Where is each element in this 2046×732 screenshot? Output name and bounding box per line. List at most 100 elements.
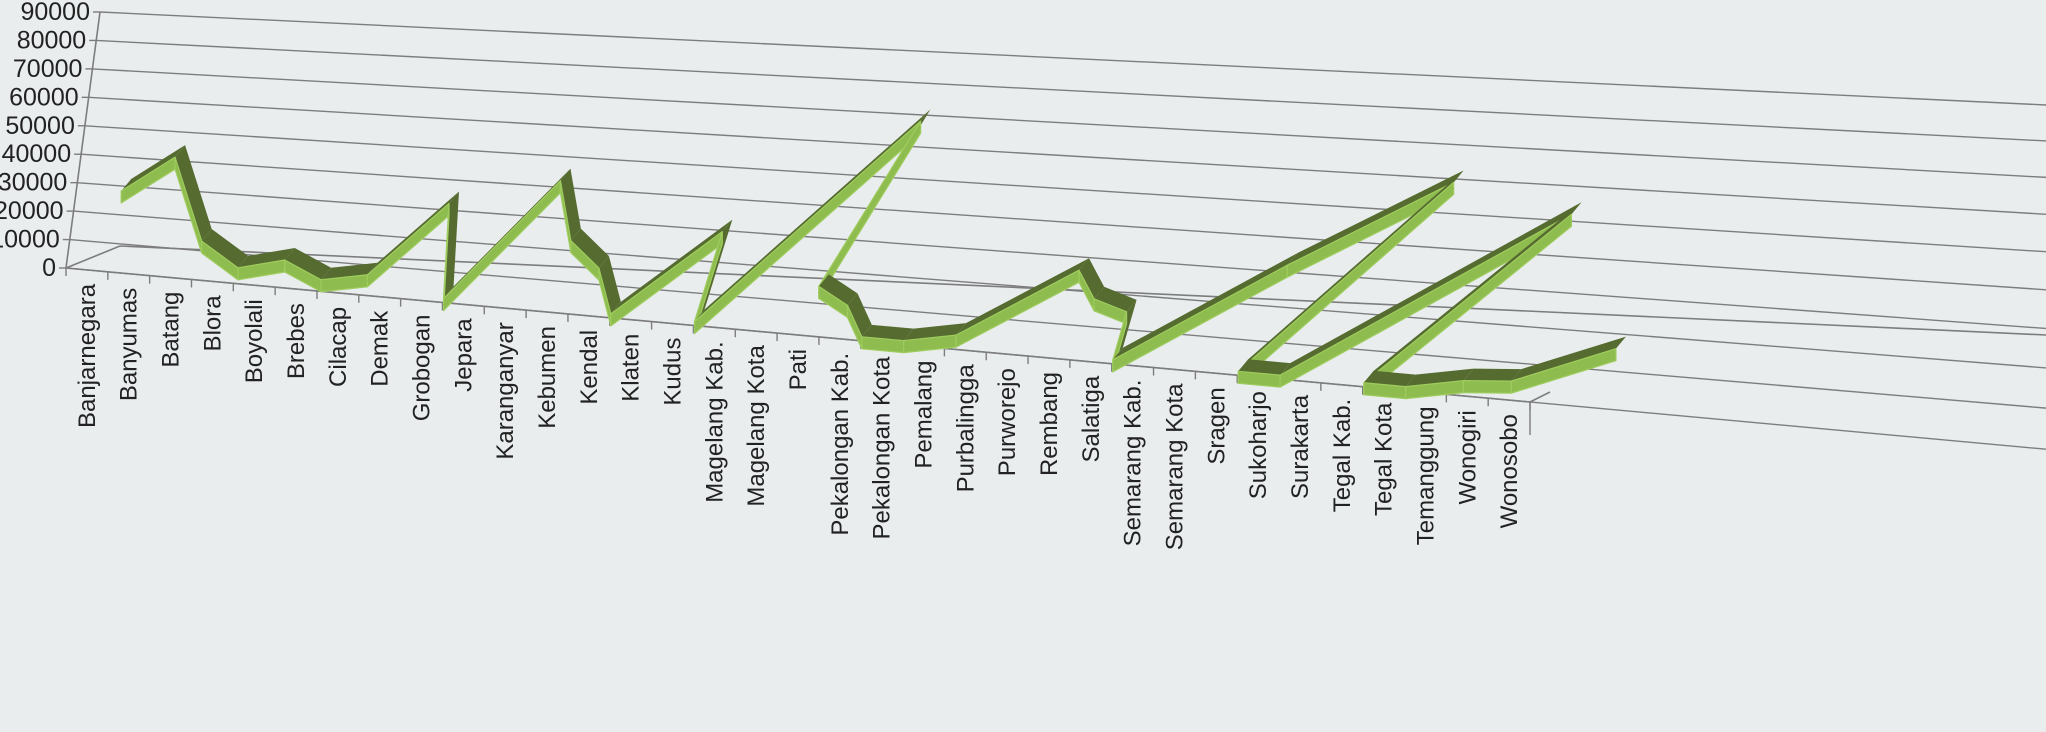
x-tick-label: Surakarta (1287, 394, 1314, 499)
data-point-jepara (559, 186, 561, 188)
y-tick-label: 50000 (5, 112, 75, 140)
data-point-tegal-kota (1405, 392, 1407, 394)
y-axis-line (65, 11, 101, 269)
data-point-boyolali (284, 265, 286, 267)
ribbon-side-segment (818, 274, 858, 306)
ribbon-side-segment (443, 191, 460, 299)
data-point-magelang-kab- (920, 126, 922, 128)
ribbon-side-segment (598, 256, 621, 314)
ribbon-side-segment (1463, 368, 1522, 382)
ribbon-top-segment (1462, 380, 1512, 394)
y-tick-label: 90000 (20, 0, 90, 26)
data-point-blora (237, 273, 239, 275)
x-tick-label: Pekalongan Kab. (827, 353, 854, 536)
data-point-purbalingga (1078, 275, 1080, 277)
ribbon-side-segment (1287, 170, 1464, 266)
ribbon-side-segment (610, 219, 733, 314)
x-tick-label: Klaten (618, 334, 645, 402)
data-point-surakarta (1570, 219, 1572, 221)
ribbon-side-segment (1363, 370, 1416, 387)
data-point-semarang-kota (1453, 187, 1455, 189)
data-point-kudus (694, 327, 696, 329)
x-tick-label: Jepara (450, 318, 477, 392)
data-point-demak (448, 209, 450, 211)
ribbon-side-segment (201, 229, 249, 268)
data-point-sragen (1237, 376, 1239, 378)
y-tick-label: 0 (42, 254, 56, 282)
ribbon-top-segment (1510, 348, 1617, 394)
x-tick-label: Sukoharjo (1245, 391, 1272, 499)
y-tick-label: 60000 (9, 83, 79, 111)
y-tick-label: 40000 (2, 140, 72, 168)
x-tick-label: Magelang Kota (743, 345, 770, 507)
series-ribbon (120, 109, 1626, 400)
x-tick-label: Banjarnegara (74, 283, 101, 428)
data-point-wonogiri (1510, 386, 1512, 388)
ribbon-side-segment (1363, 202, 1582, 383)
x-tick-label: Semarang Kab. (1120, 380, 1147, 547)
x-tick-label: Brebes (283, 303, 310, 379)
ribbon-side-segment (861, 324, 914, 341)
ribbon-side-segment (570, 228, 609, 269)
y-tick-labels: 0100002000030000400005000060000700008000… (0, 0, 90, 282)
x-tick-label: Sragen (1203, 387, 1230, 464)
ribbon-top-segment (955, 269, 1080, 348)
x-tick-label: Cilacap (325, 307, 352, 387)
ribbon-side-segment (121, 145, 186, 191)
x-tick-label: Pekalongan Kota (869, 356, 896, 539)
x-tick-labels: Banjarnegara Banyumas Batang Blora Boyolali B… (74, 283, 1523, 550)
x-tick-label: Kendal (576, 330, 603, 405)
x-tick-label: Semarang Kota (1161, 383, 1188, 550)
ribbon-top-segment (366, 202, 450, 288)
x-tick-label: Wonogiri (1454, 410, 1481, 504)
x-tick-label: Blora (199, 295, 226, 352)
y-tick-label: 70000 (13, 55, 83, 83)
data-point-temanggung (1462, 386, 1464, 388)
ribbon-side-segment (1405, 368, 1474, 387)
data-point-magelang-kota (818, 291, 820, 293)
data-point-sukoharjo (1279, 380, 1281, 382)
ribbon-side-segment (560, 168, 581, 241)
ribbon-side-segment (1079, 258, 1105, 299)
x-tick-label: Kebumen (534, 326, 561, 429)
ribbon-side-segment (903, 323, 967, 341)
data-point-wonosobo (1615, 354, 1617, 356)
y-tick-label: 20000 (0, 197, 64, 225)
data-point-pati (847, 310, 848, 312)
ribbon-side-segment (238, 248, 295, 268)
ribbon-side-segment (1511, 336, 1626, 382)
data-point-batang (201, 246, 203, 248)
x-tick-label: Boyolali (241, 299, 268, 383)
x-tick-label: Karanganyar (492, 322, 519, 459)
x-tick-label: Grobogan (409, 315, 436, 422)
x-tick-label: Temanggung (1412, 406, 1439, 545)
data-point-semarang-kab- (1286, 270, 1288, 272)
ribbon-top-segment (442, 180, 562, 312)
x-tick-label: Tegal Kab. (1329, 399, 1356, 512)
ribbon-side-segment (1280, 202, 1582, 376)
gridline-10000 (69, 238, 2046, 409)
x-tick-label: Magelang Kab. (701, 341, 728, 502)
ribbon-side-segment (956, 258, 1090, 336)
gridline-30000 (77, 181, 2046, 330)
data-point-rembang (1126, 317, 1128, 319)
ribbon-side-segment (1094, 286, 1137, 312)
data-point-banjarnegara (120, 196, 122, 198)
ribbon-side-segment (175, 145, 212, 242)
x-tick-label: Demak (367, 310, 394, 387)
data-point-purworejo (1093, 304, 1095, 306)
x-tick-label: Banyumas (116, 288, 143, 401)
gridline-70000 (92, 68, 2046, 179)
gridline-40000 (81, 153, 2046, 291)
x-tick-label: Pemalang (910, 360, 937, 468)
y-tick-label: 80000 (17, 26, 87, 54)
x-tick-label: Batang (158, 292, 185, 368)
data-point-grobogan (443, 304, 445, 306)
floor-left-edge (65, 245, 121, 269)
ribbon-side-segment (847, 293, 872, 337)
x-tick-label: Tegal Kota (1371, 402, 1398, 516)
x-tick-label: Rembang (1036, 372, 1063, 476)
data-point-pekalongan-kota (903, 346, 905, 348)
x-tick-label: Wonosobo (1496, 414, 1523, 528)
data-point-banyumas (174, 162, 176, 164)
